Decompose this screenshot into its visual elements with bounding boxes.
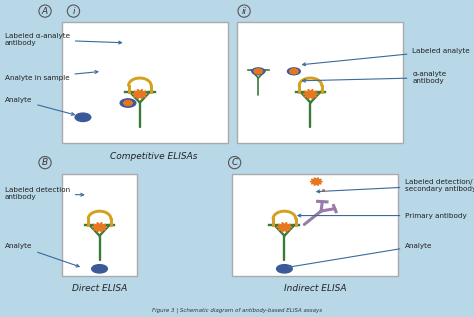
Text: Primary antibody: Primary antibody (298, 213, 467, 218)
Ellipse shape (276, 265, 292, 273)
FancyBboxPatch shape (62, 22, 228, 143)
Polygon shape (254, 68, 263, 74)
Polygon shape (132, 89, 147, 99)
Text: Indirect ELISA: Indirect ELISA (284, 284, 346, 293)
Text: Analyte: Analyte (5, 243, 79, 267)
Text: Labeled detection/
secondary antibody: Labeled detection/ secondary antibody (317, 179, 474, 193)
Text: Labeled analyte: Labeled analyte (302, 48, 470, 66)
Polygon shape (277, 223, 292, 232)
Text: Figure 3 | Schematic diagram of antibody-based ELISA assays: Figure 3 | Schematic diagram of antibody… (152, 308, 322, 314)
Polygon shape (310, 178, 322, 185)
FancyBboxPatch shape (62, 174, 137, 276)
Text: Labeled α-analyte
antibody: Labeled α-analyte antibody (5, 33, 122, 46)
Text: Analyte: Analyte (288, 243, 433, 268)
Text: i: i (72, 7, 75, 16)
Text: C: C (231, 158, 238, 167)
Text: ii: ii (242, 7, 246, 16)
Polygon shape (92, 223, 107, 232)
FancyBboxPatch shape (237, 22, 403, 143)
Text: Analyte in sample: Analyte in sample (5, 71, 98, 81)
Ellipse shape (75, 113, 91, 121)
Text: Labeled detection
antibody: Labeled detection antibody (5, 187, 84, 200)
Polygon shape (289, 68, 299, 74)
Text: Direct ELISA: Direct ELISA (72, 284, 127, 293)
Text: B: B (42, 158, 48, 167)
Ellipse shape (120, 99, 136, 107)
Polygon shape (303, 89, 318, 99)
Polygon shape (123, 100, 133, 106)
Ellipse shape (91, 265, 107, 273)
Text: Analyte: Analyte (5, 97, 74, 115)
Text: Competitive ELISAs: Competitive ELISAs (110, 152, 198, 161)
Ellipse shape (287, 68, 301, 75)
Text: A: A (42, 7, 48, 16)
Ellipse shape (252, 68, 264, 75)
FancyBboxPatch shape (232, 174, 398, 276)
Text: α-analyte
antibody: α-analyte antibody (302, 71, 447, 84)
